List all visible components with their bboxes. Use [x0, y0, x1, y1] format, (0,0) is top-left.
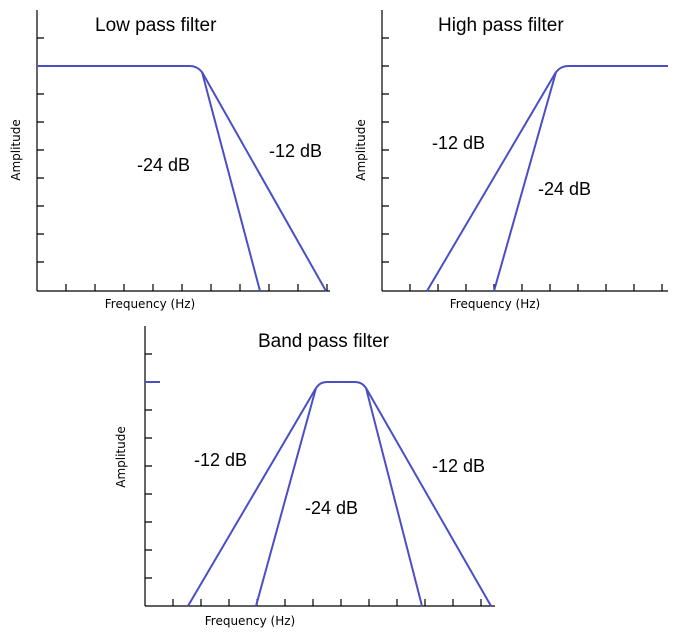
low-pass-axes: [36, 10, 330, 292]
band-pass-curve-24db-right: [365, 387, 423, 607]
high-pass-label-24db: -24 dB: [538, 179, 591, 199]
high-pass-curve-24db: [493, 71, 557, 292]
low-pass-curves: [37, 65, 327, 292]
low-pass-title: Low pass filter: [95, 15, 217, 36]
high-pass-panel: High pass filter -12 dB -24 dB Amplitude…: [354, 10, 668, 311]
band-pass-axes: [144, 326, 495, 607]
high-pass-title: High pass filter: [438, 15, 564, 36]
band-pass-ylabel: Amplitude: [114, 426, 128, 488]
band-pass-title: Band pass filter: [258, 331, 390, 352]
band-pass-label-12db-right: -12 dB: [432, 456, 485, 476]
band-pass-curve-12db-right: [365, 387, 492, 607]
band-pass-curve-12db-left: [187, 387, 317, 607]
high-pass-passband: [555, 65, 668, 73]
low-pass-passband: [37, 65, 203, 73]
band-pass-passband: [315, 381, 367, 389]
low-pass-xlabel: Frequency (Hz): [105, 297, 196, 311]
low-pass-label-12db: -12 dB: [269, 141, 322, 161]
low-pass-curve-12db: [201, 71, 327, 292]
low-pass-curve-24db: [201, 71, 261, 292]
band-pass-curves: [145, 381, 492, 607]
band-pass-curve-24db-left: [255, 387, 317, 607]
high-pass-ylabel: Amplitude: [354, 119, 368, 181]
low-pass-panel: Low pass filter -24 dB -12 dB Amplitude …: [9, 10, 330, 311]
low-pass-label-24db: -24 dB: [137, 155, 190, 175]
high-pass-curve-12db: [426, 71, 557, 292]
band-pass-xlabel: Frequency (Hz): [205, 614, 296, 628]
low-pass-ylabel: Amplitude: [9, 119, 23, 181]
band-pass-label-12db-left: -12 dB: [194, 450, 247, 470]
high-pass-curves: [426, 65, 668, 292]
band-pass-label-24db: -24 dB: [305, 498, 358, 518]
high-pass-label-12db: -12 dB: [432, 133, 485, 153]
band-pass-panel: Band pass filter -12 dB -24 dB -12 dB Am…: [114, 326, 495, 628]
high-pass-axes: [381, 10, 668, 292]
high-pass-xlabel: Frequency (Hz): [450, 297, 541, 311]
